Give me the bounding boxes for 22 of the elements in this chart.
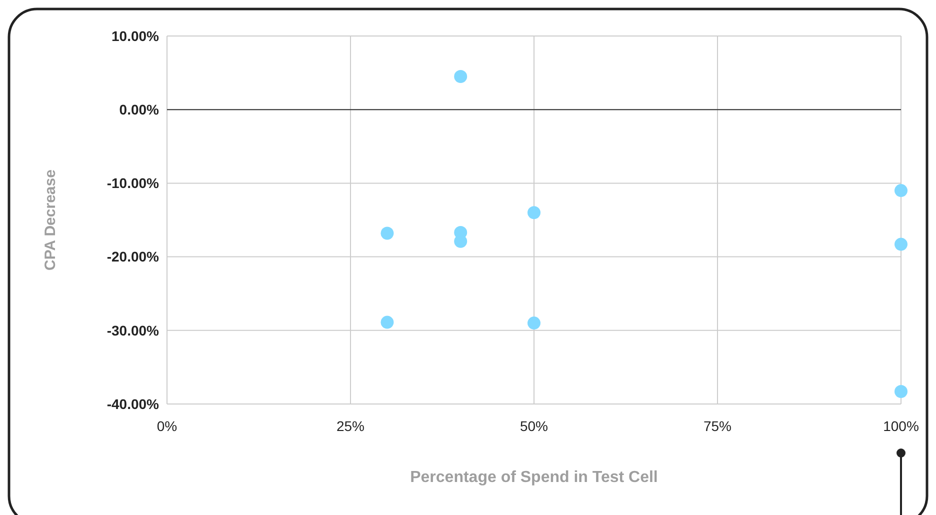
- point: [380, 316, 394, 329]
- x-tick-label: 0%: [156, 418, 178, 434]
- y-tick-label: 0.00%: [119, 102, 160, 118]
- y-tick-label: -30.00%: [106, 322, 160, 338]
- y-axis-title: CPA Decrease: [42, 170, 59, 270]
- y-tick-label: 10.00%: [112, 28, 160, 44]
- y-tick-label: -10.00%: [106, 175, 160, 192]
- x-tick-label: 50%: [520, 418, 548, 434]
- y-tick-label: -20.00%: [106, 248, 160, 265]
- point: [894, 238, 908, 251]
- point: [528, 316, 540, 330]
- point: [454, 234, 468, 248]
- x-axis-title: Percentage of Spend in Test Cell: [410, 469, 658, 486]
- x-tick-label: 25%: [336, 418, 365, 434]
- x-tick-label: 75%: [703, 418, 732, 434]
- x-tick-label: 100%: [883, 418, 919, 434]
- point: [894, 184, 908, 198]
- point: [380, 226, 394, 240]
- y-tick-label: -40.00%: [106, 396, 160, 412]
- point: [454, 70, 468, 83]
- point: [528, 206, 540, 220]
- point: [894, 384, 908, 398]
